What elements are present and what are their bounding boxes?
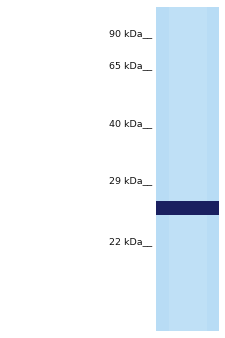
Text: 22 kDa__: 22 kDa__ [109, 237, 152, 246]
Bar [156, 201, 219, 215]
Text: 65 kDa__: 65 kDa__ [109, 62, 152, 70]
Text: 29 kDa__: 29 kDa__ [109, 176, 152, 185]
Bar [156, 7, 219, 331]
Text: 40 kDa__: 40 kDa__ [109, 119, 152, 128]
Text: 90 kDa__: 90 kDa__ [109, 29, 152, 38]
Bar [169, 7, 207, 331]
